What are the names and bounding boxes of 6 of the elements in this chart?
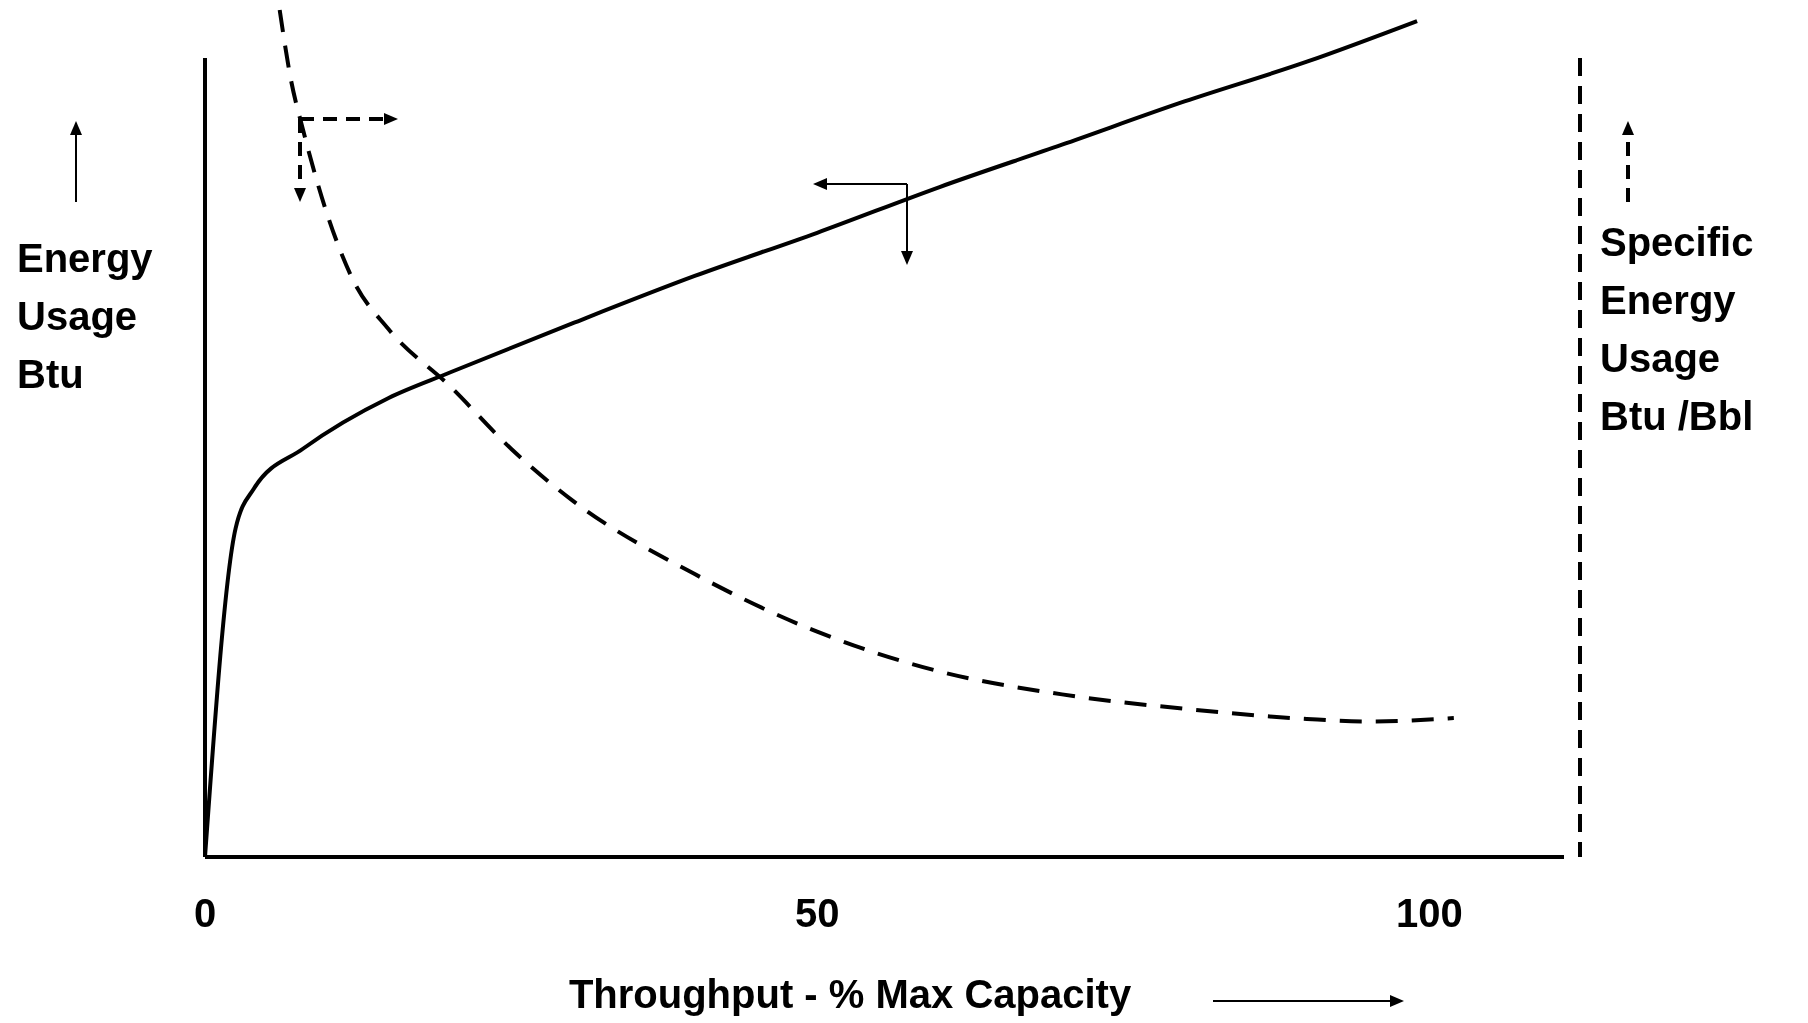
x-tick-label: 100 <box>1395 891 1463 935</box>
y2-axis-title: Specific Energy Usage Btu /Bbl <box>1600 220 1754 438</box>
x-axis-title: Throughput - % Max Capacity <box>568 972 1132 1016</box>
x-tick-label: 0 <box>193 891 217 935</box>
x-tick-label: 50 <box>794 891 840 935</box>
y-axis-title: Energy Usage Btu <box>17 236 154 396</box>
